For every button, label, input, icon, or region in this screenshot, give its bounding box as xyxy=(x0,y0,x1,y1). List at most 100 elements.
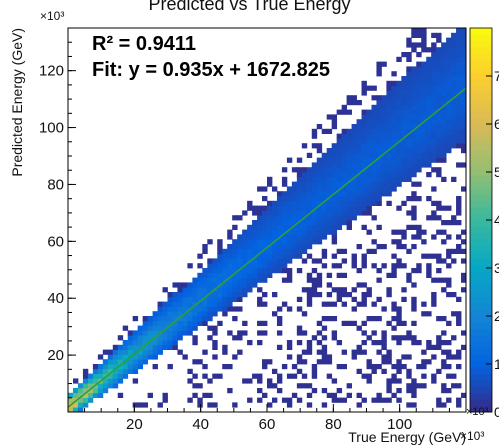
colorbar-segment xyxy=(470,252,492,259)
heatmap-bin xyxy=(406,90,412,96)
heatmap-bin xyxy=(436,344,442,350)
heatmap-bin xyxy=(426,162,432,168)
heatmap-bin xyxy=(301,205,308,211)
heatmap-bin xyxy=(356,196,362,202)
heatmap-bin xyxy=(321,388,328,394)
heatmap-bin xyxy=(321,359,328,365)
heatmap-bin xyxy=(361,292,367,298)
heatmap-bin xyxy=(361,205,367,211)
heatmap-bin xyxy=(421,37,427,43)
heatmap-bin xyxy=(446,143,452,149)
heatmap-bin xyxy=(247,268,253,274)
heatmap-bin xyxy=(311,133,318,139)
heatmap-bin xyxy=(451,335,457,341)
heatmap-bin xyxy=(197,263,203,269)
heatmap-bin xyxy=(411,234,417,240)
heatmap-bin xyxy=(436,52,442,58)
heatmap-bin xyxy=(72,407,79,413)
heatmap-bin xyxy=(247,248,253,254)
heatmap-bin xyxy=(401,263,407,269)
heatmap-bin xyxy=(396,100,402,106)
heatmap-bin xyxy=(436,133,442,139)
heatmap-bin xyxy=(316,162,323,168)
heatmap-bin xyxy=(177,296,183,302)
heatmap-bin xyxy=(461,138,467,144)
heatmap-bin xyxy=(436,100,442,106)
heatmap-bin xyxy=(331,124,338,130)
heatmap-bin xyxy=(331,162,338,168)
heatmap-bin xyxy=(271,248,278,254)
heatmap-bin xyxy=(311,292,318,298)
heatmap-bin xyxy=(132,335,139,341)
heatmap-bin xyxy=(381,186,387,192)
heatmap-bin xyxy=(267,244,273,250)
heatmap-bin xyxy=(461,56,467,62)
colorbar-segment xyxy=(470,143,492,151)
colorbar-tick-label: 1 xyxy=(494,356,499,372)
heatmap-bin xyxy=(257,253,263,259)
heatmap-bin xyxy=(361,124,367,130)
heatmap-bin xyxy=(311,229,318,235)
heatmap-bin xyxy=(461,148,467,154)
heatmap-bin xyxy=(346,196,352,202)
heatmap-bin xyxy=(431,253,437,259)
heatmap-bin xyxy=(396,104,402,110)
heatmap-bin xyxy=(411,157,417,163)
heatmap-bin xyxy=(311,373,318,379)
heatmap-bin xyxy=(281,224,288,230)
heatmap-bin xyxy=(451,66,457,72)
heatmap-bin xyxy=(212,344,218,350)
heatmap-bin xyxy=(416,95,422,101)
heatmap-bin xyxy=(202,311,208,317)
heatmap-bin xyxy=(301,224,308,230)
heatmap-bin xyxy=(296,191,303,197)
heatmap-bin xyxy=(406,71,412,77)
heatmap-bin xyxy=(291,373,298,379)
heatmap-bin xyxy=(421,109,427,115)
colorbar-segment xyxy=(470,79,492,87)
heatmap-bin xyxy=(376,167,382,173)
heatmap-bin xyxy=(456,364,462,370)
heatmap-bin xyxy=(391,152,397,158)
heatmap-bin xyxy=(401,104,407,110)
heatmap-bin xyxy=(142,320,149,326)
colorbar-tick-label: 0 xyxy=(494,404,499,420)
heatmap-bin xyxy=(386,397,392,403)
heatmap-bin xyxy=(391,85,397,91)
heatmap-bin xyxy=(137,364,144,370)
colorbar-segment xyxy=(470,303,492,311)
heatmap-bin xyxy=(461,392,467,398)
heatmap-bin xyxy=(446,71,452,77)
heatmap-bin xyxy=(162,344,168,350)
heatmap-bin xyxy=(436,316,442,322)
heatmap-bin xyxy=(222,344,228,350)
heatmap-bin xyxy=(321,354,328,360)
colorbar-segment xyxy=(470,322,492,330)
heatmap-bin xyxy=(451,373,457,379)
colorbar-segment xyxy=(470,72,492,80)
heatmap-bin xyxy=(411,296,417,302)
heatmap-bin xyxy=(137,330,144,336)
heatmap-bin xyxy=(406,402,412,408)
heatmap-bin xyxy=(202,292,208,298)
heatmap-bin xyxy=(257,373,263,379)
heatmap-bin xyxy=(296,157,303,163)
heatmap-bin xyxy=(147,392,153,398)
heatmap-bin xyxy=(361,340,367,346)
heatmap-bin xyxy=(336,152,343,158)
heatmap-bin xyxy=(391,253,397,259)
heatmap-bin xyxy=(341,148,348,154)
heatmap-bin xyxy=(262,258,268,264)
heatmap-bin xyxy=(396,114,402,120)
heatmap-bin xyxy=(336,162,343,168)
heatmap-bin xyxy=(461,114,467,120)
heatmap-bin xyxy=(456,85,462,91)
heatmap-bin xyxy=(421,100,427,106)
heatmap-bin xyxy=(351,354,357,360)
heatmap-bin xyxy=(291,392,298,398)
heatmap-bin xyxy=(237,287,243,293)
heatmap-bin xyxy=(351,133,357,139)
heatmap-bin xyxy=(386,272,392,278)
heatmap-bin xyxy=(311,162,318,168)
y-tick-label: 40 xyxy=(47,290,64,307)
